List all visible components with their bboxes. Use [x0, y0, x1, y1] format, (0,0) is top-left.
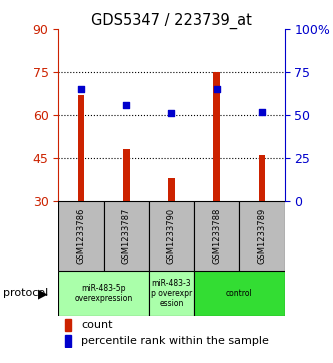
Text: GSM1233790: GSM1233790 [167, 208, 176, 264]
Text: GSM1233789: GSM1233789 [257, 208, 267, 264]
Text: protocol: protocol [3, 289, 49, 298]
Bar [149, 271, 194, 316]
Bar [213, 72, 220, 201]
Bar [239, 201, 285, 271]
Bar [65, 318, 71, 331]
Text: GSM1233788: GSM1233788 [212, 208, 221, 264]
Bar [65, 335, 71, 347]
Bar [78, 95, 84, 201]
Text: ▶: ▶ [38, 287, 48, 300]
Bar [194, 271, 285, 316]
Point [169, 110, 174, 116]
Bar [123, 149, 130, 201]
Bar [58, 271, 149, 316]
Text: GSM1233787: GSM1233787 [122, 208, 131, 264]
Point [214, 86, 219, 92]
Text: miR-483-5p
overexpression: miR-483-5p overexpression [75, 284, 133, 303]
Text: control: control [226, 289, 253, 298]
Bar [168, 178, 175, 201]
Point [78, 86, 84, 92]
Text: percentile rank within the sample: percentile rank within the sample [81, 336, 269, 346]
Bar [104, 201, 149, 271]
Point [259, 109, 265, 114]
Title: GDS5347 / 223739_at: GDS5347 / 223739_at [91, 13, 252, 29]
Point [124, 102, 129, 107]
Bar [58, 201, 104, 271]
Text: GSM1233786: GSM1233786 [76, 208, 86, 264]
Bar [259, 155, 265, 201]
Bar [194, 201, 239, 271]
Text: count: count [81, 320, 113, 330]
Bar [149, 201, 194, 271]
Text: miR-483-3
p overexpr
ession: miR-483-3 p overexpr ession [151, 278, 192, 308]
